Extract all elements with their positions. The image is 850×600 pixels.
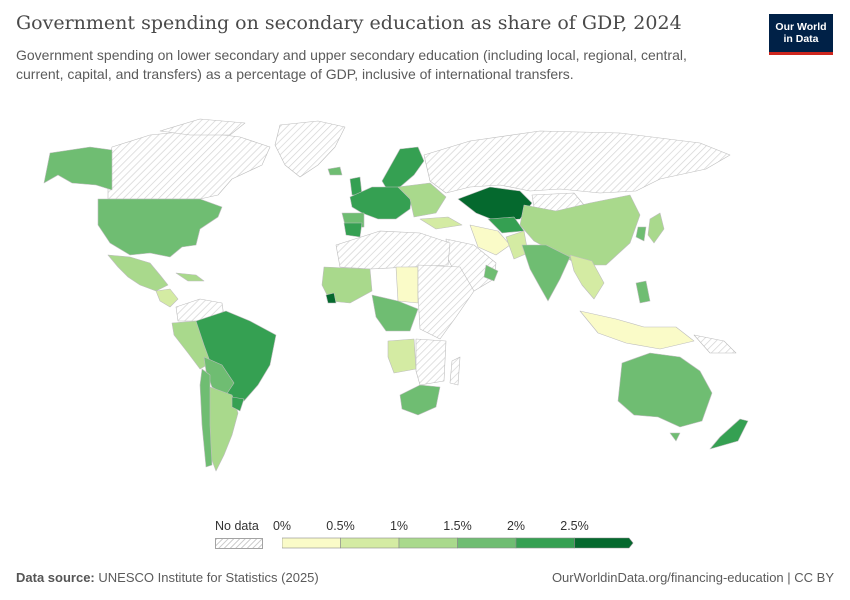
chart-title: Government spending on secondary educati… bbox=[16, 12, 682, 34]
region-western-europe[interactable] bbox=[349, 186, 413, 220]
legend-tick-label: 0% bbox=[272, 519, 292, 533]
region-chile[interactable] bbox=[199, 368, 213, 468]
legend-bin-2 bbox=[398, 537, 458, 549]
region-middle-east[interactable] bbox=[469, 224, 511, 256]
region-central-america[interactable] bbox=[155, 288, 179, 308]
world-map[interactable] bbox=[0, 95, 850, 510]
legend-bin-1 bbox=[340, 537, 400, 549]
owid-logo[interactable]: Our World in Data bbox=[769, 14, 833, 55]
chart-subtitle: Government spending on lower secondary a… bbox=[16, 47, 687, 82]
region-angola[interactable] bbox=[387, 338, 417, 374]
region-kazakhstan[interactable] bbox=[457, 186, 533, 222]
region-mozambique[interactable] bbox=[415, 338, 447, 386]
region-usa[interactable] bbox=[97, 198, 223, 258]
legend-bin-4 bbox=[515, 537, 575, 549]
legend-bin-3 bbox=[457, 537, 517, 549]
region-turkey[interactable] bbox=[419, 216, 463, 230]
legend-tick-label: 0.5% bbox=[326, 519, 355, 533]
region-oman[interactable] bbox=[483, 264, 499, 282]
legend-tick-label: 1.5% bbox=[443, 519, 472, 533]
region-eastern-europe[interactable] bbox=[397, 182, 447, 218]
region-sierra-leone[interactable] bbox=[325, 292, 337, 304]
region-tasmania[interactable] bbox=[669, 432, 681, 442]
region-india[interactable] bbox=[521, 244, 571, 302]
region-indonesia[interactable] bbox=[579, 310, 695, 350]
legend-color-scale bbox=[282, 537, 634, 549]
logo-line-1: Our World bbox=[775, 21, 827, 33]
region-morocco[interactable] bbox=[343, 222, 363, 238]
legend-tick-label: 2.5% bbox=[560, 519, 589, 533]
region-central-africa[interactable] bbox=[371, 294, 419, 332]
region-korea[interactable] bbox=[635, 226, 647, 242]
region-southeast-asia[interactable] bbox=[569, 254, 605, 300]
data-source: Data source: UNESCO Institute for Statis… bbox=[16, 570, 319, 585]
region-japan[interactable] bbox=[647, 212, 665, 244]
legend-bin-0 bbox=[282, 537, 341, 549]
region-papua[interactable] bbox=[693, 334, 737, 354]
region-australia[interactable] bbox=[617, 352, 713, 428]
region-east-africa[interactable] bbox=[417, 264, 475, 340]
logo-line-2: in Data bbox=[783, 33, 819, 45]
region-alaska[interactable] bbox=[43, 146, 113, 191]
region-uruguay[interactable] bbox=[231, 396, 245, 412]
legend-tick-label: 2% bbox=[506, 519, 526, 533]
data-source-label: Data source: bbox=[16, 570, 95, 585]
region-arctic-islands[interactable] bbox=[159, 118, 246, 136]
region-madagascar[interactable] bbox=[449, 356, 461, 386]
region-southern-africa[interactable] bbox=[399, 384, 441, 416]
region-greenland[interactable] bbox=[274, 120, 346, 178]
region-iceland[interactable] bbox=[327, 166, 343, 176]
region-russia[interactable] bbox=[423, 130, 731, 194]
region-north-africa[interactable] bbox=[335, 230, 451, 270]
region-philippines[interactable] bbox=[635, 280, 651, 304]
region-mexico[interactable] bbox=[107, 254, 169, 292]
region-new-zealand[interactable] bbox=[709, 418, 749, 450]
legend-tick-label: 1% bbox=[389, 519, 409, 533]
region-canada[interactable] bbox=[107, 130, 271, 200]
legend-bin-5 bbox=[574, 537, 634, 549]
region-cuba[interactable] bbox=[175, 272, 205, 282]
legend-no-data-label: No data bbox=[215, 519, 259, 533]
footer-url[interactable]: OurWorldinData.org/financing-education |… bbox=[551, 570, 834, 585]
legend-no-data-swatch bbox=[215, 538, 263, 549]
region-chad[interactable] bbox=[395, 266, 419, 304]
data-source-text[interactable]: UNESCO Institute for Statistics (2025) bbox=[98, 570, 319, 585]
